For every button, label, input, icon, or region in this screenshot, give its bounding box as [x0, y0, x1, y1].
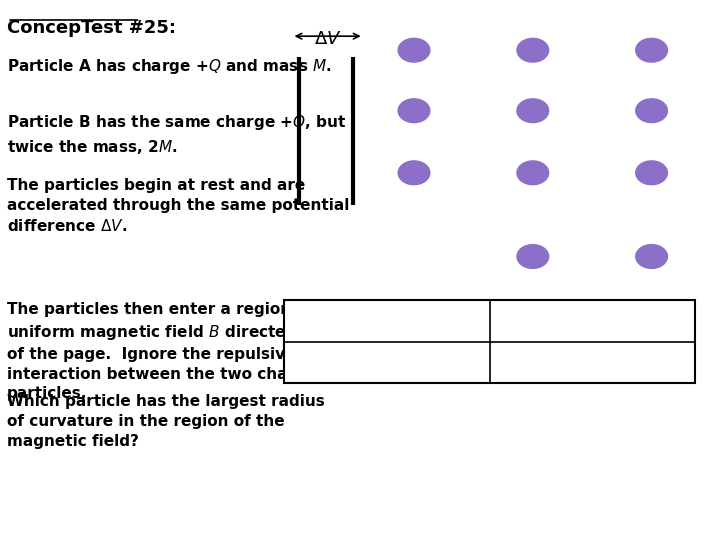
Text: The particles then enter a region of
uniform magnetic field $B$ directed out
of : The particles then enter a region of uni…	[7, 302, 332, 401]
Text: Particle B has the same charge +$Q$, but
twice the mass, 2$M$.: Particle B has the same charge +$Q$, but…	[7, 113, 347, 156]
Circle shape	[398, 161, 430, 185]
Bar	[284, 300, 695, 383]
Text: $\Delta V$: $\Delta V$	[314, 30, 341, 48]
Circle shape	[398, 38, 430, 62]
Circle shape	[517, 161, 549, 185]
Circle shape	[636, 161, 667, 185]
Circle shape	[517, 38, 549, 62]
Text: The particles begin at rest and are
accelerated through the same potential
diffe: The particles begin at rest and are acce…	[7, 178, 350, 234]
Circle shape	[517, 245, 549, 268]
Text: ConcepTest #25:: ConcepTest #25:	[7, 19, 176, 37]
Circle shape	[517, 99, 549, 123]
Circle shape	[398, 99, 430, 123]
Text: Which particle has the largest radius
of curvature in the region of the
magnetic: Which particle has the largest radius of…	[7, 394, 325, 449]
Circle shape	[636, 99, 667, 123]
Circle shape	[636, 245, 667, 268]
Text: 3.  Same radius: 3. Same radius	[497, 308, 630, 323]
Text: 4.  Not enough info: 4. Not enough info	[497, 350, 662, 364]
Text: Particle A has charge +$Q$ and mass $M$.: Particle A has charge +$Q$ and mass $M$.	[7, 57, 332, 76]
Text: 1.  Particle A: 1. Particle A	[292, 308, 401, 323]
Circle shape	[636, 38, 667, 62]
Text: 2.  Particle B: 2. Particle B	[292, 350, 401, 364]
